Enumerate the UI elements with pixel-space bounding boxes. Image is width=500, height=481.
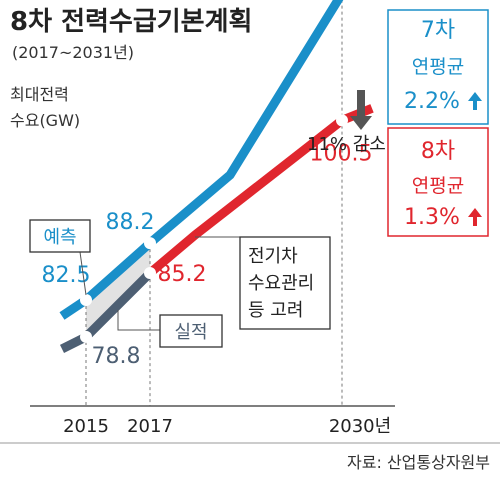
data-points <box>80 114 348 343</box>
forecast-gap-area <box>86 243 150 337</box>
callout-8-title: 8차 <box>421 139 455 164</box>
reduction-label: 11% 감소 <box>307 134 386 155</box>
callout-8: 8차 연평균 1.3% <box>387 127 489 237</box>
demand-note-box <box>239 236 331 330</box>
chart-subtitle: (2017~2031년) <box>12 43 134 62</box>
callout-7-title: 7차 <box>421 18 455 43</box>
x-tick-label: 2017 <box>127 416 173 437</box>
x-tick-label: 2015 <box>63 416 109 437</box>
series-8-value-label: 100.5 <box>310 141 373 166</box>
series-8-point-0 <box>144 267 156 280</box>
series-8-point-1 <box>336 114 348 127</box>
actual-tag-leader <box>117 310 160 331</box>
series-actual-value-label: 78.8 <box>92 344 141 369</box>
source-note: 자료: 산업통상자원부 <box>347 453 490 472</box>
demand-note-line2: 수요관리 <box>248 273 314 294</box>
y-axis-label-line2: 수요(GW) <box>10 111 80 130</box>
chart-title: 8차 전력수급기본계획 <box>10 7 252 37</box>
x-tick-label: 2030년 <box>329 416 391 437</box>
forecast-tag: 예측 <box>29 219 91 296</box>
callout-8-rate: 1.3% <box>404 205 460 230</box>
demand-note-line1: 전기차 <box>248 246 298 267</box>
callout-8-line1: 연평균 <box>412 175 464 197</box>
reduction-arrow-shaft <box>357 90 365 118</box>
callout-7-box <box>387 9 489 125</box>
demand-management-note: 전기차 수요관리 등 고려 <box>195 236 331 330</box>
callout-8-box <box>387 127 489 237</box>
series-7-point-1 <box>144 237 156 250</box>
forecast-tag-leader <box>79 251 87 296</box>
series-7-point-0 <box>80 294 92 306</box>
forecast-tag-label: 예측 <box>43 227 76 248</box>
actual-tag-box <box>159 314 223 348</box>
callout-7-line1: 연평균 <box>412 56 464 78</box>
series-8-value-label: 85.2 <box>158 262 207 287</box>
callout-7-rate: 2.2% <box>404 89 460 114</box>
reduction-indicator: 11% 감소 <box>307 90 386 155</box>
actual-tag-label: 실적 <box>174 322 207 343</box>
y-axis-label-line1: 최대전력 <box>10 85 69 104</box>
callout-7-up-arrow-icon <box>468 92 482 110</box>
actual-tag: 실적 <box>117 310 223 348</box>
callout-7: 7차 연평균 2.2% <box>387 9 489 125</box>
series-actual-point-0 <box>80 330 92 343</box>
demand-note-line3: 등 고려 <box>248 300 303 321</box>
forecast-tag-box <box>29 219 91 253</box>
x-tick-labels: 2015 2017 2030년 <box>63 416 391 437</box>
callout-8-up-arrow-icon <box>468 208 482 226</box>
series-7-value-label: 88.2 <box>106 210 155 235</box>
reduction-arrow-icon <box>350 116 372 130</box>
